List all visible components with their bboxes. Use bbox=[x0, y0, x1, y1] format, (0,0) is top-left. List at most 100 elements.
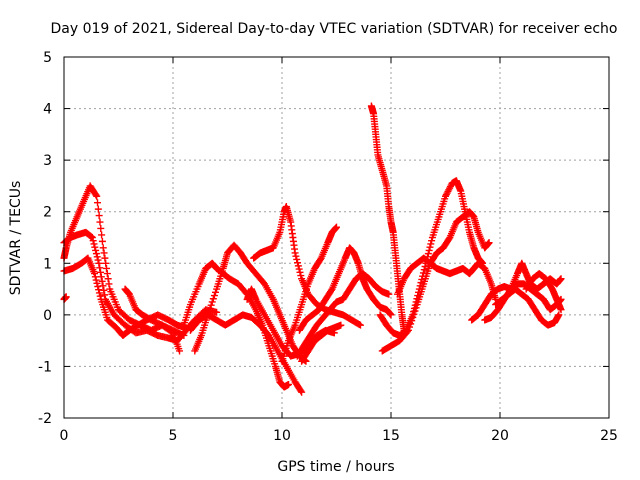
data-point bbox=[96, 218, 104, 226]
data-point bbox=[91, 243, 99, 251]
data-point bbox=[98, 277, 106, 285]
data-point bbox=[208, 298, 216, 306]
series-track-18 bbox=[394, 254, 500, 303]
data-point bbox=[209, 295, 217, 303]
data-marks bbox=[60, 102, 565, 396]
data-point bbox=[91, 270, 99, 278]
data-point bbox=[485, 239, 493, 247]
series-track-10 bbox=[250, 203, 364, 329]
data-point bbox=[298, 388, 306, 396]
data-point bbox=[337, 321, 345, 329]
series-track-02 bbox=[60, 182, 188, 339]
data-point bbox=[92, 276, 100, 284]
data-point bbox=[297, 272, 305, 280]
x-tick-label: 15 bbox=[382, 428, 400, 444]
y-tick-label: 4 bbox=[43, 102, 52, 118]
data-point bbox=[356, 321, 364, 329]
data-point bbox=[96, 292, 104, 300]
data-point bbox=[94, 282, 102, 290]
data-point bbox=[103, 270, 111, 278]
data-point bbox=[92, 246, 100, 254]
series-track-04 bbox=[60, 254, 190, 339]
data-point bbox=[97, 273, 105, 281]
series-track-22 bbox=[522, 270, 565, 314]
data-point bbox=[93, 192, 101, 200]
data-point bbox=[555, 311, 563, 319]
x-tick-label: 25 bbox=[600, 428, 618, 444]
y-tick-label: 3 bbox=[43, 153, 52, 169]
series-track-06 bbox=[180, 259, 293, 391]
data-point bbox=[404, 326, 412, 334]
data-point bbox=[93, 253, 101, 261]
data-point bbox=[420, 266, 428, 274]
y-tick-label: 2 bbox=[43, 205, 52, 221]
data-point bbox=[95, 289, 103, 297]
data-point bbox=[427, 240, 435, 248]
grid bbox=[64, 57, 609, 418]
data-point bbox=[294, 262, 302, 270]
data-point bbox=[293, 255, 301, 263]
data-point bbox=[385, 290, 393, 298]
y-tick-label: -2 bbox=[38, 411, 52, 427]
data-point bbox=[409, 313, 417, 321]
data-point bbox=[403, 328, 411, 336]
data-point bbox=[105, 280, 113, 288]
data-point bbox=[557, 306, 565, 314]
data-point bbox=[212, 288, 220, 296]
series-track-13 bbox=[293, 270, 393, 360]
data-point bbox=[424, 250, 432, 258]
data-point bbox=[294, 259, 302, 267]
series-track-14 bbox=[298, 321, 345, 365]
data-point bbox=[92, 250, 100, 258]
data-point bbox=[408, 317, 416, 325]
x-axis-label: GPS time / hours bbox=[277, 459, 394, 475]
data-point bbox=[426, 243, 434, 251]
y-tick-label: -1 bbox=[38, 359, 52, 375]
plot-frame bbox=[63, 56, 610, 419]
data-point bbox=[210, 292, 218, 300]
data-point bbox=[291, 249, 299, 257]
data-point bbox=[411, 307, 419, 315]
data-point bbox=[425, 246, 433, 254]
data-point bbox=[557, 275, 565, 283]
data-point bbox=[95, 212, 103, 220]
y-axis-label: SDTVAR / TECUs bbox=[8, 181, 24, 296]
data-point bbox=[207, 301, 215, 309]
data-point bbox=[292, 252, 300, 260]
data-point bbox=[407, 320, 415, 328]
data-point bbox=[94, 205, 102, 213]
data-point bbox=[176, 347, 184, 355]
data-point bbox=[428, 237, 436, 245]
data-point bbox=[99, 244, 107, 252]
data-point bbox=[206, 304, 214, 312]
data-point bbox=[93, 279, 101, 287]
y-tick-label: 1 bbox=[43, 256, 52, 272]
data-point bbox=[98, 237, 106, 245]
data-point bbox=[296, 268, 304, 276]
data-point bbox=[95, 259, 103, 267]
series-track-12 bbox=[295, 244, 395, 334]
data-point bbox=[91, 273, 99, 281]
data-point bbox=[101, 254, 109, 262]
data-point bbox=[213, 308, 221, 316]
data-point bbox=[410, 310, 418, 318]
data-point bbox=[98, 231, 106, 239]
data-point bbox=[103, 264, 111, 272]
data-point bbox=[100, 249, 108, 257]
x-tick-label: 20 bbox=[491, 428, 509, 444]
data-point bbox=[295, 265, 303, 273]
data-point bbox=[297, 387, 305, 395]
data-point bbox=[387, 311, 395, 319]
data-point bbox=[104, 275, 112, 283]
chart-title: Day 019 of 2021, Sidereal Day-to-day VTE… bbox=[51, 21, 618, 37]
x-tick-label: 0 bbox=[60, 428, 69, 444]
data-point bbox=[102, 259, 110, 267]
data-point bbox=[89, 237, 97, 245]
data-point bbox=[333, 223, 340, 231]
data-point bbox=[88, 234, 96, 241]
data-point bbox=[94, 199, 102, 207]
data-point bbox=[96, 264, 104, 272]
data-point bbox=[412, 304, 420, 312]
data-point bbox=[92, 191, 100, 199]
